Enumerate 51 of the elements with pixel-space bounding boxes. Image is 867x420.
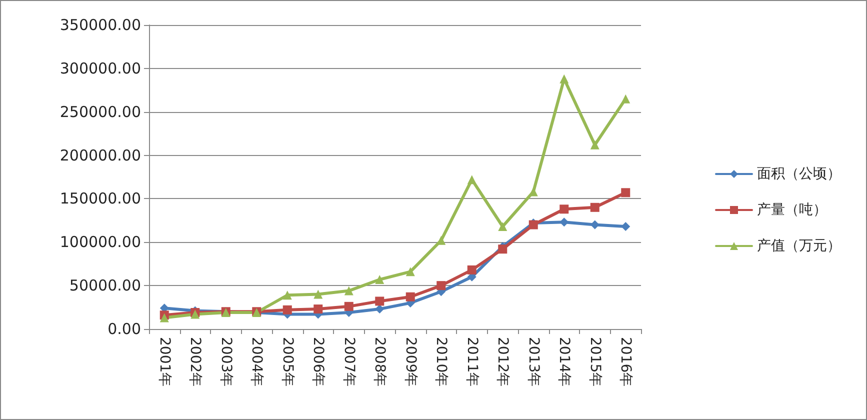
point <box>375 274 384 284</box>
point <box>560 74 569 84</box>
point <box>621 222 630 232</box>
y-tick-label: 100000.00 <box>60 233 141 252</box>
y-tick-label: 200000.00 <box>60 146 141 164</box>
y-tick-label: 0.00 <box>108 320 141 338</box>
point <box>498 244 508 254</box>
point <box>560 204 569 214</box>
point <box>406 292 415 302</box>
legend-label: 产量（吨） <box>757 202 827 218</box>
point <box>621 94 630 104</box>
x-tick-label: 2009年 <box>402 337 418 387</box>
y-tick-label: 350000.00 <box>60 16 141 34</box>
point <box>467 265 476 274</box>
x-tick-label: 2015年 <box>586 337 603 387</box>
point <box>590 140 600 150</box>
y-tick-label: 300000.00 <box>60 59 141 78</box>
point <box>436 281 446 290</box>
y-tick-label: 150000.00 <box>60 190 141 208</box>
point <box>498 222 508 232</box>
x-tick-label: 2007年 <box>340 337 357 387</box>
y-tick-label: 250000.00 <box>60 102 141 121</box>
x-tick-label: 2004年 <box>248 337 265 387</box>
point <box>621 188 630 198</box>
legend-label: 产值（万元） <box>757 238 841 254</box>
point <box>282 305 292 314</box>
x-tick-label: 2013年 <box>525 337 542 387</box>
legend-label: 面积（公顷） <box>757 166 841 182</box>
x-tick-label: 2002年 <box>187 337 204 387</box>
x-tick-label: 2001年 <box>156 337 172 387</box>
point <box>314 304 323 314</box>
point <box>467 175 476 184</box>
point <box>160 313 169 322</box>
point <box>406 267 415 276</box>
x-tick-label: 2008年 <box>372 337 388 387</box>
point <box>344 302 354 311</box>
y-tick-label: 50000.00 <box>69 276 141 295</box>
point <box>344 286 354 296</box>
x-tick-label: 2014年 <box>556 337 572 387</box>
x-tick-label: 2016年 <box>618 337 634 387</box>
x-tick-label: 2011年 <box>464 337 480 387</box>
point <box>590 202 600 212</box>
x-tick-label: 2010年 <box>433 337 450 387</box>
x-tick-label: 2012年 <box>494 337 511 387</box>
point <box>375 304 384 314</box>
point <box>282 290 292 300</box>
point <box>375 296 384 306</box>
point <box>314 290 323 299</box>
x-tick-label: 2005年 <box>279 337 296 387</box>
x-tick-label: 2006年 <box>310 337 326 387</box>
x-tick-label: 2003年 <box>218 337 234 387</box>
